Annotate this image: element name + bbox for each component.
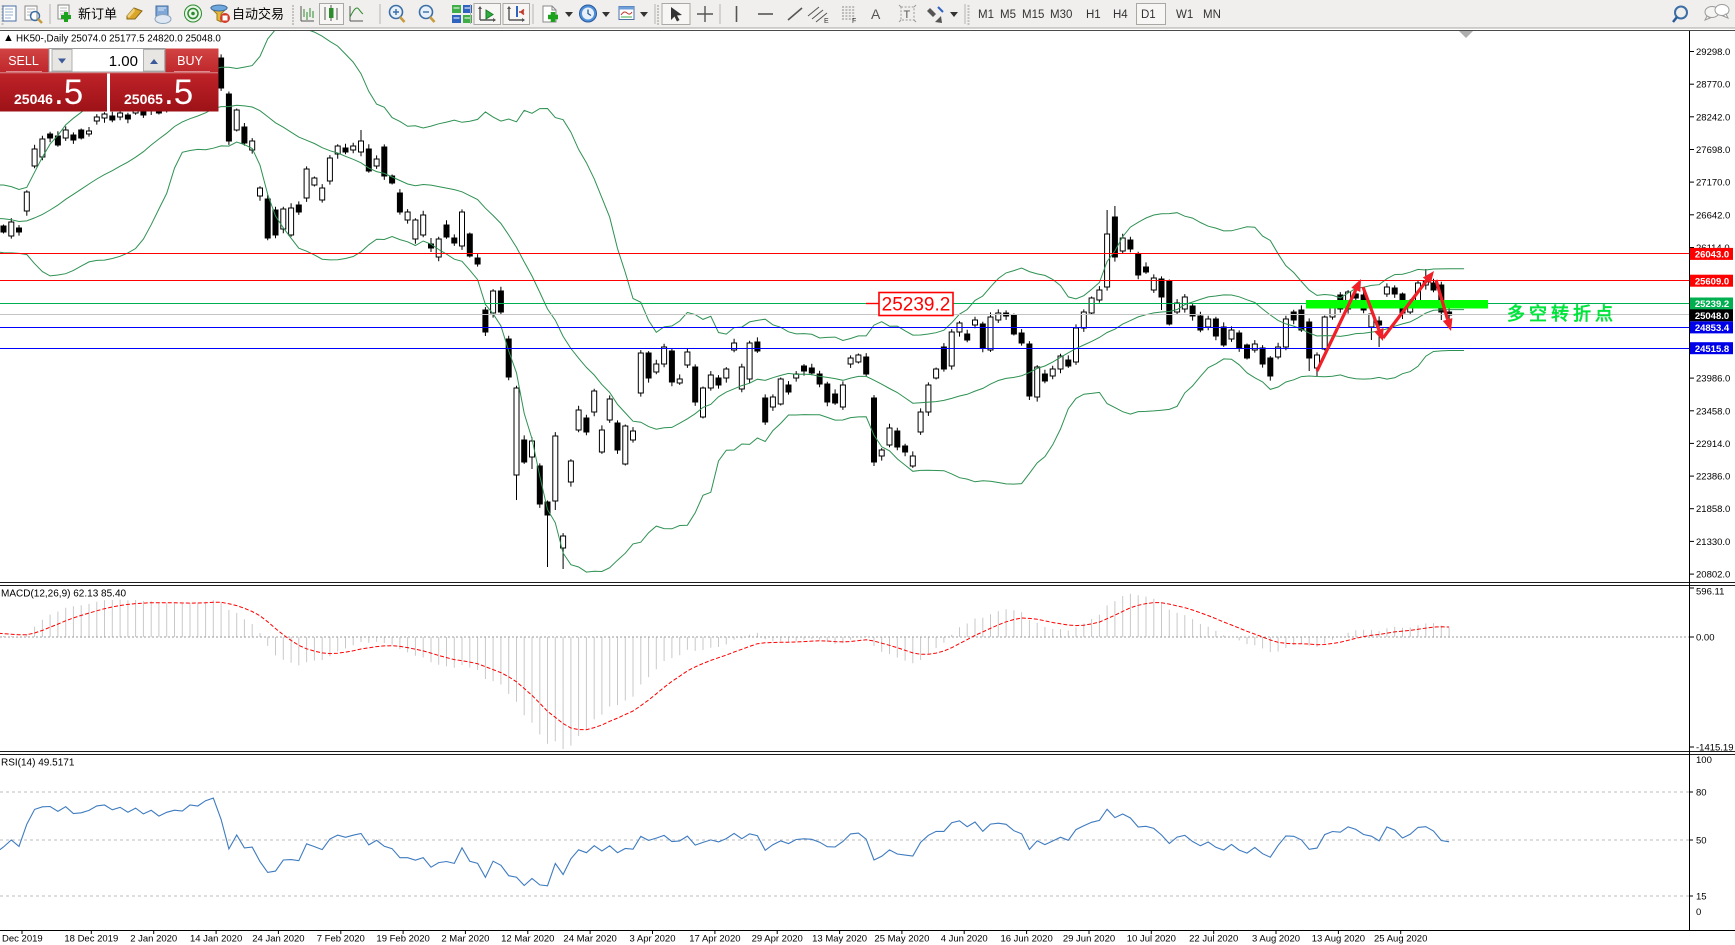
svg-text:26642.0: 26642.0 [1696,210,1730,221]
svg-text:22386.0: 22386.0 [1696,472,1730,483]
svg-text:20802.0: 20802.0 [1696,570,1730,581]
svg-text:24515.8: 24515.8 [1695,344,1729,355]
svg-text:25065: 25065 [124,91,163,107]
svg-text:24 Jan 2020: 24 Jan 2020 [252,934,304,945]
svg-text:27698.0: 27698.0 [1696,145,1730,156]
svg-text:25609.0: 25609.0 [1695,276,1729,287]
svg-text:22914.0: 22914.0 [1696,439,1730,450]
svg-text:19 Feb 2020: 19 Feb 2020 [376,934,429,945]
svg-text:7 Feb 2020: 7 Feb 2020 [317,934,365,945]
svg-text:14 Jan 2020: 14 Jan 2020 [190,934,242,945]
svg-text:26043.0: 26043.0 [1695,250,1729,261]
svg-text:1.00: 1.00 [109,53,138,70]
svg-text:3 Aug 2020: 3 Aug 2020 [1252,934,1300,945]
svg-text:T: T [904,9,911,21]
svg-text:MN: MN [1203,9,1221,21]
svg-text:3 Apr 2020: 3 Apr 2020 [630,934,676,945]
svg-text:50: 50 [1696,836,1707,847]
svg-text:SELL: SELL [8,54,39,68]
svg-text:M15: M15 [1022,9,1044,21]
svg-text:29 Jun 2020: 29 Jun 2020 [1063,934,1115,945]
svg-text:M5: M5 [1000,9,1016,21]
svg-text:18 Dec 2019: 18 Dec 2019 [64,934,118,945]
svg-text:多空转折点: 多空转折点 [1507,303,1617,324]
svg-text:4 Jun 2020: 4 Jun 2020 [941,934,988,945]
svg-text:自动交易: 自动交易 [232,7,284,22]
svg-text:17 Apr 2020: 17 Apr 2020 [689,934,740,945]
svg-text:▲: ▲ [3,32,14,44]
svg-text:MACD(12,26,9) 62.13 85.40: MACD(12,26,9) 62.13 85.40 [1,589,127,600]
svg-text:27170.0: 27170.0 [1696,178,1730,189]
svg-text:0.00: 0.00 [1696,633,1715,644]
svg-text:21330.0: 21330.0 [1696,537,1730,548]
svg-text:H4: H4 [1113,9,1128,21]
svg-text:25239.2: 25239.2 [882,295,951,316]
svg-text:25 May 2020: 25 May 2020 [874,934,929,945]
svg-text:RSI(14) 49.5171: RSI(14) 49.5171 [1,758,75,769]
svg-text:16 Jun 2020: 16 Jun 2020 [1000,934,1052,945]
svg-text:12 Mar 2020: 12 Mar 2020 [501,934,554,945]
svg-text:28770.0: 28770.0 [1696,80,1730,91]
svg-text:E: E [824,18,829,25]
svg-text:100: 100 [1696,755,1712,766]
svg-text:25048.0: 25048.0 [1695,311,1729,322]
svg-text:25 Aug 2020: 25 Aug 2020 [1374,934,1427,945]
svg-text:13 Aug 2020: 13 Aug 2020 [1312,934,1365,945]
svg-text:24 Mar 2020: 24 Mar 2020 [563,934,616,945]
svg-text:HK50-,Daily 25074.0 25177.5 2: HK50-,Daily 25074.0 25177.5 24820.0 2504… [16,34,221,45]
svg-text:25239.2: 25239.2 [1695,299,1729,310]
svg-text:596.11: 596.11 [1696,587,1724,598]
svg-text:24853.4: 24853.4 [1695,323,1730,334]
svg-text:BUY: BUY [177,54,203,68]
svg-text:29298.0: 29298.0 [1696,47,1730,58]
svg-text:W1: W1 [1176,9,1193,21]
svg-text:15: 15 [1696,892,1707,903]
svg-text:A: A [871,6,881,22]
svg-text:2 Mar 2020: 2 Mar 2020 [441,934,489,945]
svg-text:21858.0: 21858.0 [1696,504,1730,515]
svg-text:28242.0: 28242.0 [1696,112,1730,123]
svg-text:D1: D1 [1141,9,1156,21]
svg-text:29 Apr 2020: 29 Apr 2020 [752,934,803,945]
svg-text:2 Jan 2020: 2 Jan 2020 [130,934,177,945]
svg-text:80: 80 [1696,788,1707,799]
svg-text:10 Jul 2020: 10 Jul 2020 [1127,934,1176,945]
svg-text:.5: .5 [54,73,83,112]
svg-text:新订单: 新订单 [78,7,117,22]
svg-text:.5: .5 [164,73,193,112]
svg-text:Dec 2019: Dec 2019 [2,934,43,945]
svg-text:H1: H1 [1086,9,1101,21]
svg-text:23458.0: 23458.0 [1696,406,1730,417]
svg-text:-1415.19: -1415.19 [1696,743,1734,754]
svg-text:13 May 2020: 13 May 2020 [812,934,867,945]
svg-text:23986.0: 23986.0 [1696,374,1730,385]
svg-text:M30: M30 [1050,9,1072,21]
svg-text:M1: M1 [978,9,994,21]
svg-text:22 Jul 2020: 22 Jul 2020 [1189,934,1238,945]
svg-text:0: 0 [1696,907,1701,918]
svg-text:F: F [852,18,856,25]
svg-text:25046: 25046 [14,91,53,107]
